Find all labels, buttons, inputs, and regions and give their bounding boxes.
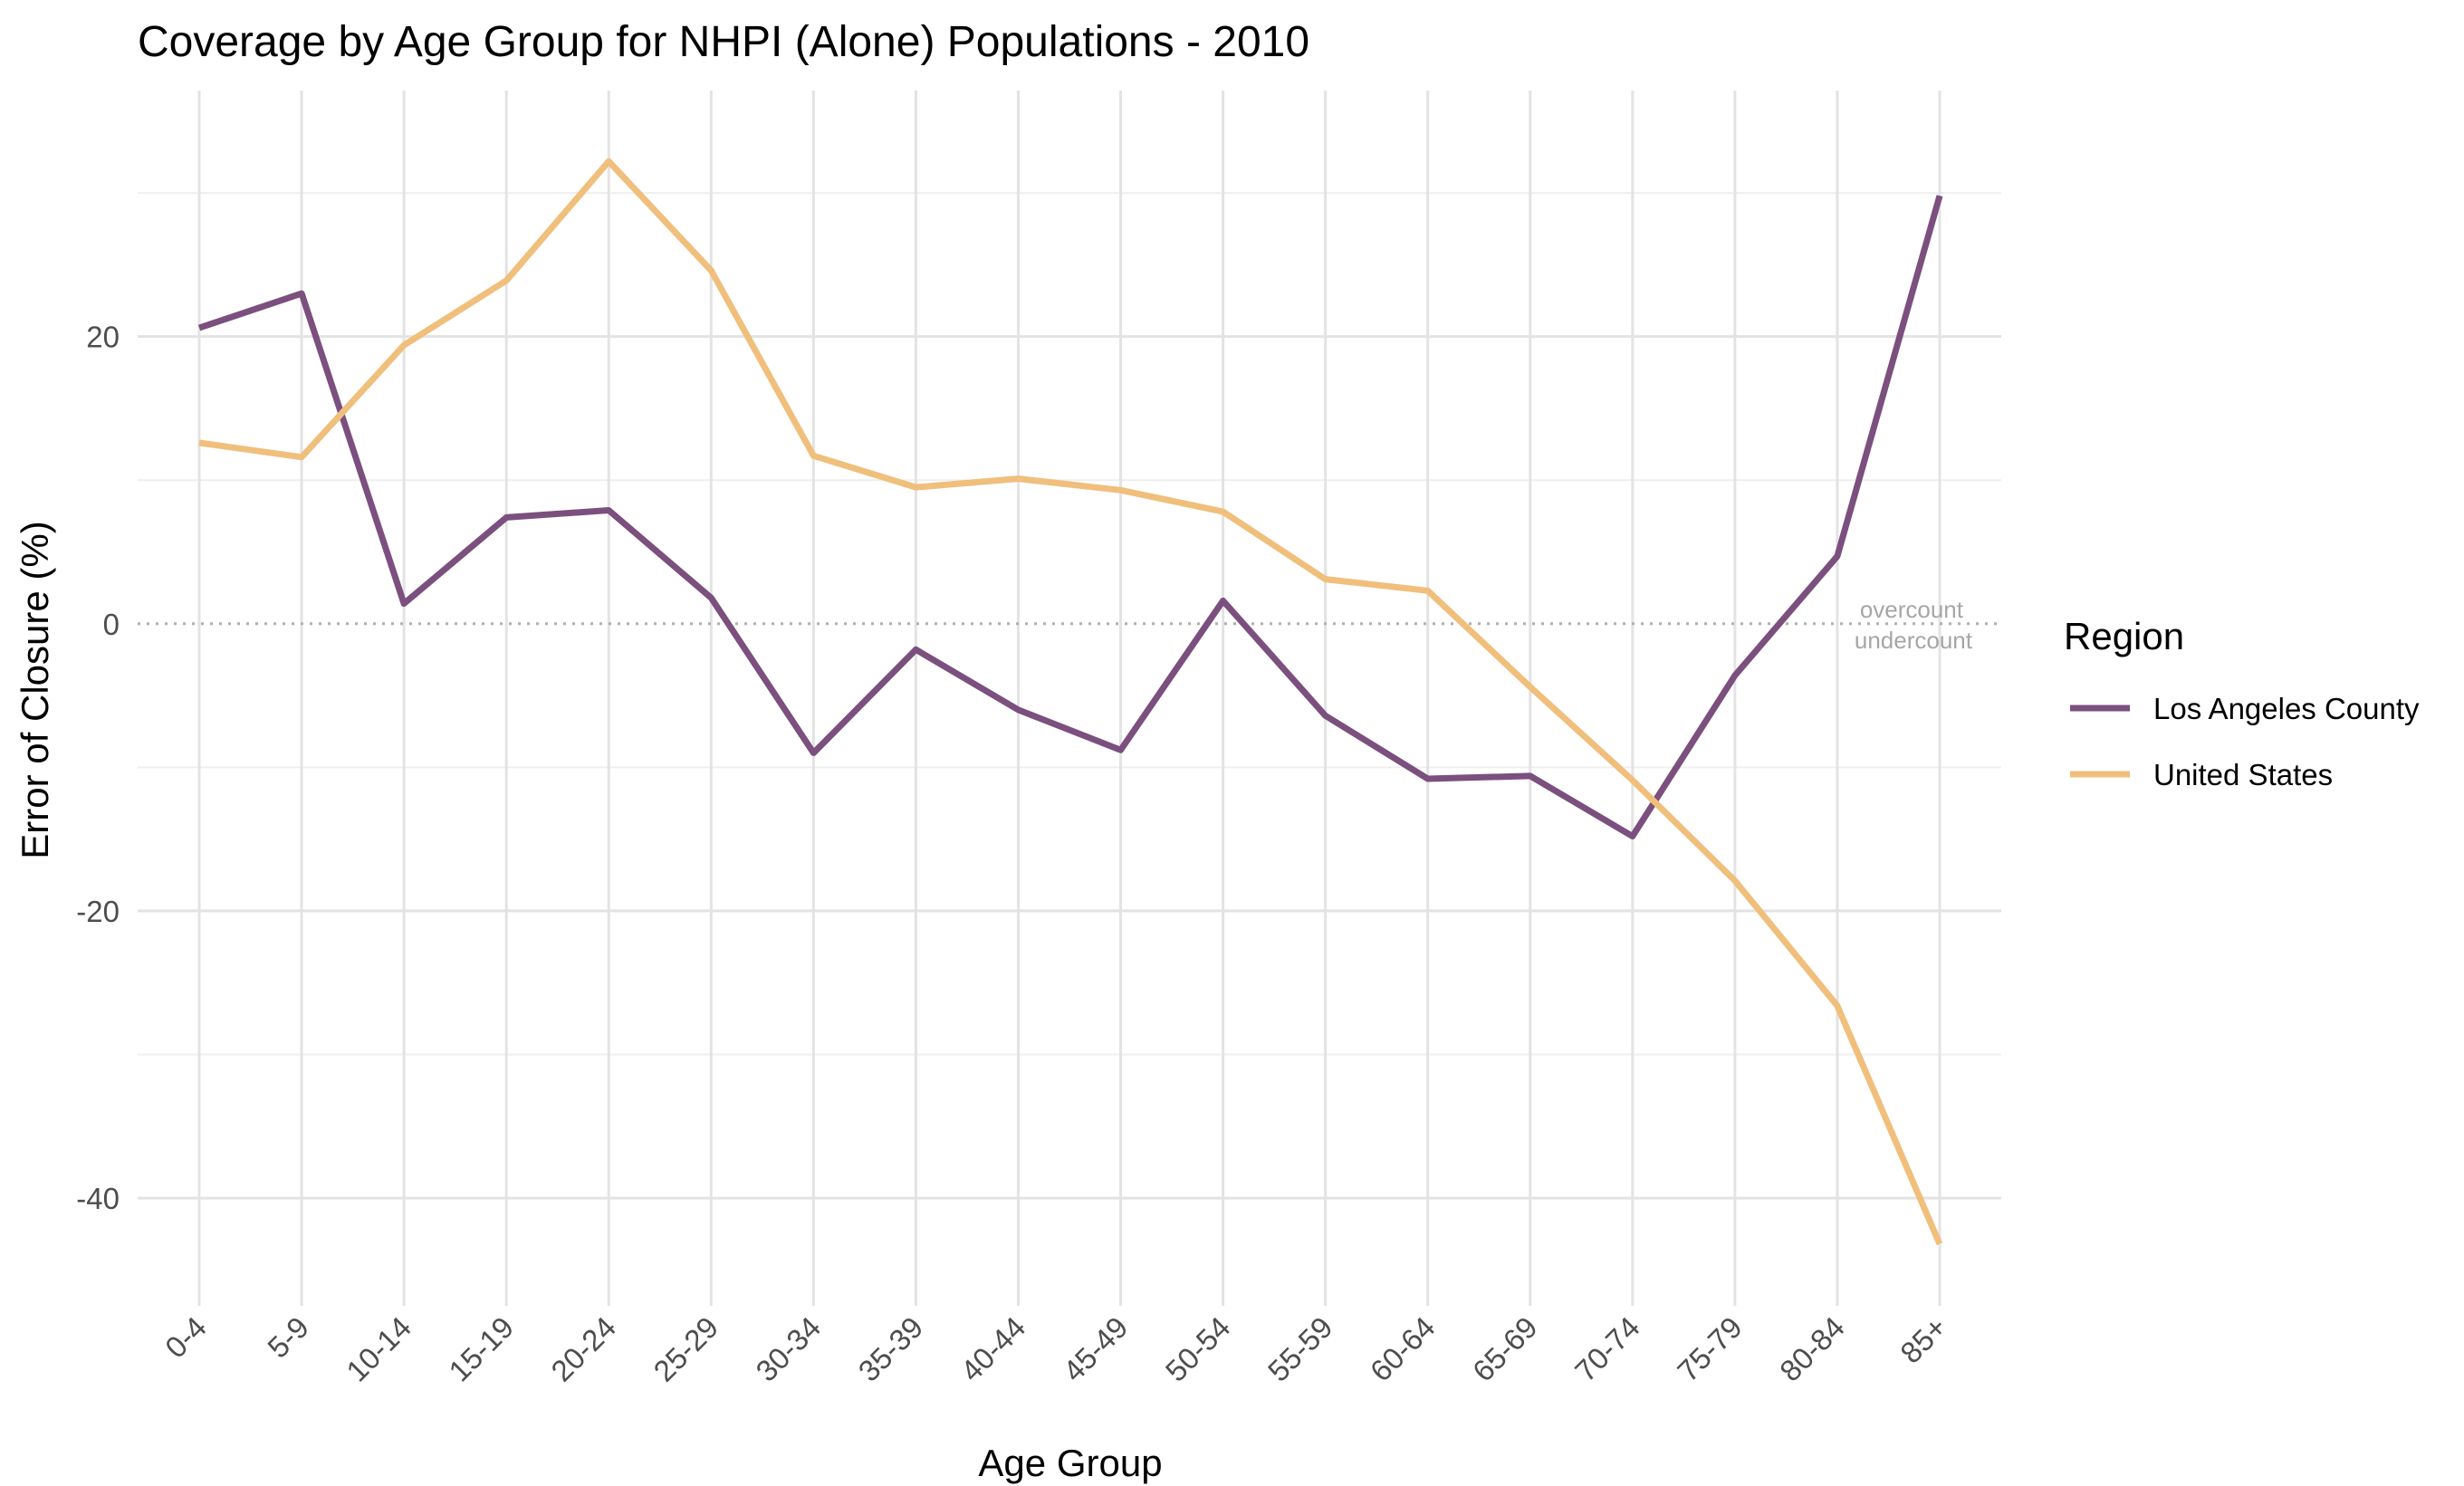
x-tick-label: 50-54 [1159,1310,1237,1388]
overcount-annotation: overcount [1860,596,1964,623]
x-axis-ticks: 0-4 5-9 10-14 15-19 20-24 25-29 30-34 35-39 40-4… [158,1310,1953,1388]
undercount-annotation: undercount [1855,627,1973,654]
y-tick-label: -20 [76,895,120,928]
x-tick-label: 35-39 [852,1310,930,1388]
x-tick-label: 40-44 [954,1310,1032,1388]
series-lines [197,158,1943,1246]
legend: Region Los Angeles County United States [2064,615,2420,791]
y-tick-label: 20 [86,321,120,354]
x-axis-title: Age Group [978,1442,1162,1484]
x-tick-label: 60-64 [1364,1310,1442,1388]
y-tick-label: 0 [103,608,120,641]
x-tick-label: 55-59 [1261,1310,1339,1388]
y-axis-ticks: -40 -20 0 20 [76,321,120,1215]
x-tick-label: 45-49 [1057,1310,1135,1388]
y-tick-label: -40 [76,1182,120,1215]
x-tick-label: 20-24 [544,1310,622,1388]
x-tick-label: 75-79 [1671,1310,1749,1388]
series-line-0 [197,195,1943,839]
chart-title: Coverage by Age Group for NHPI (Alone) P… [138,18,1309,66]
legend-title: Region [2064,615,2184,657]
x-tick-label: 80-84 [1773,1310,1851,1388]
y-axis-title: Error of Closure (%) [14,521,56,858]
x-tick-label: 30-34 [749,1310,827,1388]
x-tick-label: 15-19 [442,1310,520,1388]
legend-label-0: Los Angeles County [2153,692,2420,725]
x-tick-label: 85+ [1894,1310,1953,1370]
x-tick-label: 65-69 [1466,1310,1544,1388]
series-line-1 [198,158,1943,1246]
x-tick-label: 70-74 [1568,1310,1646,1388]
grid-lines [138,91,2001,1306]
x-tick-label: 10-14 [340,1310,417,1388]
legend-label-1: United States [2153,758,2333,791]
x-tick-label: 5-9 [261,1310,315,1365]
x-tick-label: 25-29 [647,1310,724,1388]
legend-items: Los Angeles County United States [2070,692,2420,791]
x-tick-label: 0-4 [158,1310,213,1365]
